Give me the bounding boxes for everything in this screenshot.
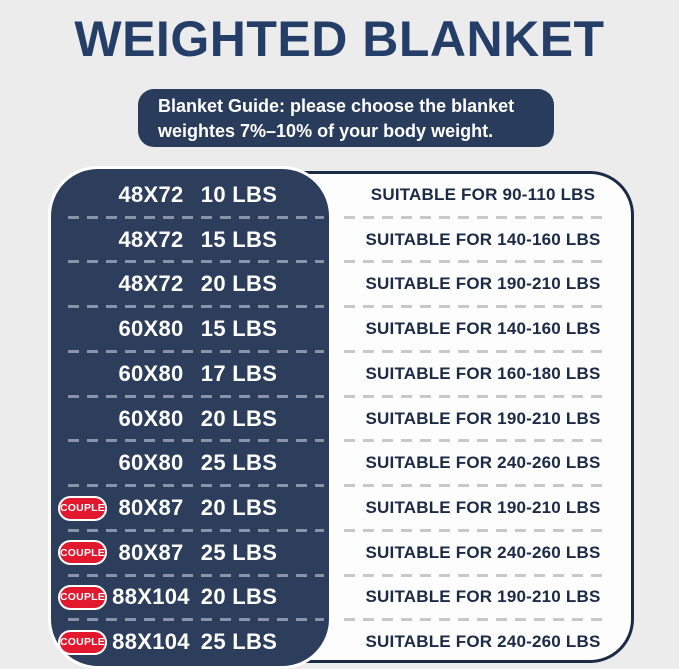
row-divider <box>56 573 634 577</box>
couple-badge: COUPLE <box>58 584 107 610</box>
blanket-size-value: 60X80 <box>118 405 184 431</box>
row-divider <box>56 618 634 622</box>
size-chart: 48X72 10 LBS SUITABLE FOR 90-110 LBS 48X… <box>48 166 634 669</box>
blanket-size-value: 88X104 <box>112 629 190 655</box>
blanket-size-value: 60X80 <box>118 316 184 342</box>
blanket-size-value: 48X72 <box>118 226 184 252</box>
table-row: COUPLE 80X87 20 LBS SUITABLE FOR 190-210… <box>56 487 634 529</box>
couple-badge: COUPLE <box>58 495 107 521</box>
banner-line-1: Blanket Guide: please choose the blanket <box>158 96 515 116</box>
row-divider-left-dashes <box>68 260 324 264</box>
row-divider-left-dashes <box>68 394 324 398</box>
table-row: 60X80 20 LBS SUITABLE FOR 190-210 LBS <box>56 398 634 440</box>
blanket-size-value: 80X87 <box>118 495 184 520</box>
blanket-size-value: 48X72 <box>118 181 184 207</box>
row-divider-right-dashes <box>344 260 610 264</box>
banner-line-2: weightes 7%–10% of your body weight. <box>158 121 494 141</box>
page-title: WEIGHTED BLANKET <box>74 11 605 67</box>
table-row: COUPLE 88X104 20 LBS SUITABLE FOR 190-21… <box>56 577 634 619</box>
blanket-size-value: 80X87 <box>118 539 184 565</box>
blanket-weight-value: 15 LBS <box>200 226 278 252</box>
table-row: COUPLE 88X104 25 LBS SUITABLE FOR 240-26… <box>56 621 634 663</box>
blanket-size-value: 88X104 <box>112 584 190 610</box>
row-divider-left-dashes <box>68 439 324 443</box>
blanket-weight-value: 20 LBS <box>200 405 278 431</box>
suitable-range-value: SUITABLE FOR 140-160 LBS <box>365 229 601 249</box>
row-divider-left-dashes <box>68 618 324 622</box>
row-divider-right-dashes <box>344 528 610 532</box>
row-divider <box>56 260 634 264</box>
row-divider-right-dashes <box>344 484 610 488</box>
table-row: 60X80 15 LBS SUITABLE FOR 140-160 LBS <box>56 308 634 350</box>
row-divider <box>56 394 634 398</box>
blanket-weight-value: 25 LBS <box>200 629 278 655</box>
row-divider <box>56 305 634 309</box>
row-divider-left-dashes <box>68 573 324 577</box>
row-divider-left-dashes <box>68 528 324 532</box>
table-row: 48X72 20 LBS SUITABLE FOR 190-210 LBS <box>56 263 634 305</box>
blanket-weight-value: 10 LBS <box>200 181 278 207</box>
row-divider <box>56 484 634 488</box>
row-divider-left-dashes <box>68 349 324 353</box>
suitable-range-value: SUITABLE FOR 90-110 LBS <box>370 184 596 204</box>
row-divider-left-dashes <box>68 215 324 219</box>
table-row: 60X80 17 LBS SUITABLE FOR 160-180 LBS <box>56 353 634 395</box>
blanket-weight-value: 20 LBS <box>200 495 278 520</box>
row-divider-right-dashes <box>344 573 610 577</box>
row-divider-left-dashes <box>68 305 324 309</box>
table-row: COUPLE 80X87 25 LBS SUITABLE FOR 240-260… <box>56 532 634 574</box>
row-divider-right-dashes <box>344 439 610 443</box>
suitable-range-value: SUITABLE FOR 190-210 LBS <box>365 498 601 517</box>
suitable-range-value: SUITABLE FOR 190-210 LBS <box>365 587 601 607</box>
blanket-size-value: 60X80 <box>118 360 184 386</box>
row-divider <box>56 439 634 443</box>
row-divider-right-dashes <box>344 305 610 309</box>
row-divider <box>56 349 634 353</box>
suitable-range-value: SUITABLE FOR 140-160 LBS <box>365 319 601 339</box>
row-divider <box>56 528 634 532</box>
blanket-weight-value: 15 LBS <box>200 316 278 342</box>
row-divider-right-dashes <box>344 618 610 622</box>
blanket-size-value: 60X80 <box>118 450 184 476</box>
table-row: 60X80 25 LBS SUITABLE FOR 240-260 LBS <box>56 442 634 484</box>
row-divider-right-dashes <box>344 394 610 398</box>
suitable-range-value: SUITABLE FOR 160-180 LBS <box>365 363 601 383</box>
row-divider-right-dashes <box>344 349 610 353</box>
blanket-weight-value: 25 LBS <box>200 450 278 476</box>
suitable-range-value: SUITABLE FOR 240-260 LBS <box>365 542 601 562</box>
suitable-range-value: SUITABLE FOR 190-210 LBS <box>365 408 601 428</box>
blanket-weight-value: 20 LBS <box>200 584 278 610</box>
row-divider-left-dashes <box>68 484 324 488</box>
suitable-range-value: SUITABLE FOR 240-260 LBS <box>365 453 601 473</box>
suitable-range-value: SUITABLE FOR 190-210 LBS <box>365 274 601 294</box>
blanket-size-value: 48X72 <box>118 271 184 297</box>
blanket-weight-value: 17 LBS <box>200 360 278 386</box>
row-divider <box>56 215 634 219</box>
blanket-weight-value: 20 LBS <box>200 271 278 297</box>
chart-rows: 48X72 10 LBS SUITABLE FOR 90-110 LBS 48X… <box>56 174 634 663</box>
suitable-range-value: SUITABLE FOR 240-260 LBS <box>365 632 601 652</box>
couple-badge: COUPLE <box>58 540 107 566</box>
couple-badge: COUPLE <box>58 629 107 655</box>
blanket-guide-banner: Blanket Guide: please choose the blanket… <box>138 89 554 147</box>
table-row: 48X72 15 LBS SUITABLE FOR 140-160 LBS <box>56 219 634 261</box>
table-row: 48X72 10 LBS SUITABLE FOR 90-110 LBS <box>56 174 634 216</box>
row-divider-right-dashes <box>344 215 610 219</box>
blanket-weight-value: 25 LBS <box>200 539 278 565</box>
